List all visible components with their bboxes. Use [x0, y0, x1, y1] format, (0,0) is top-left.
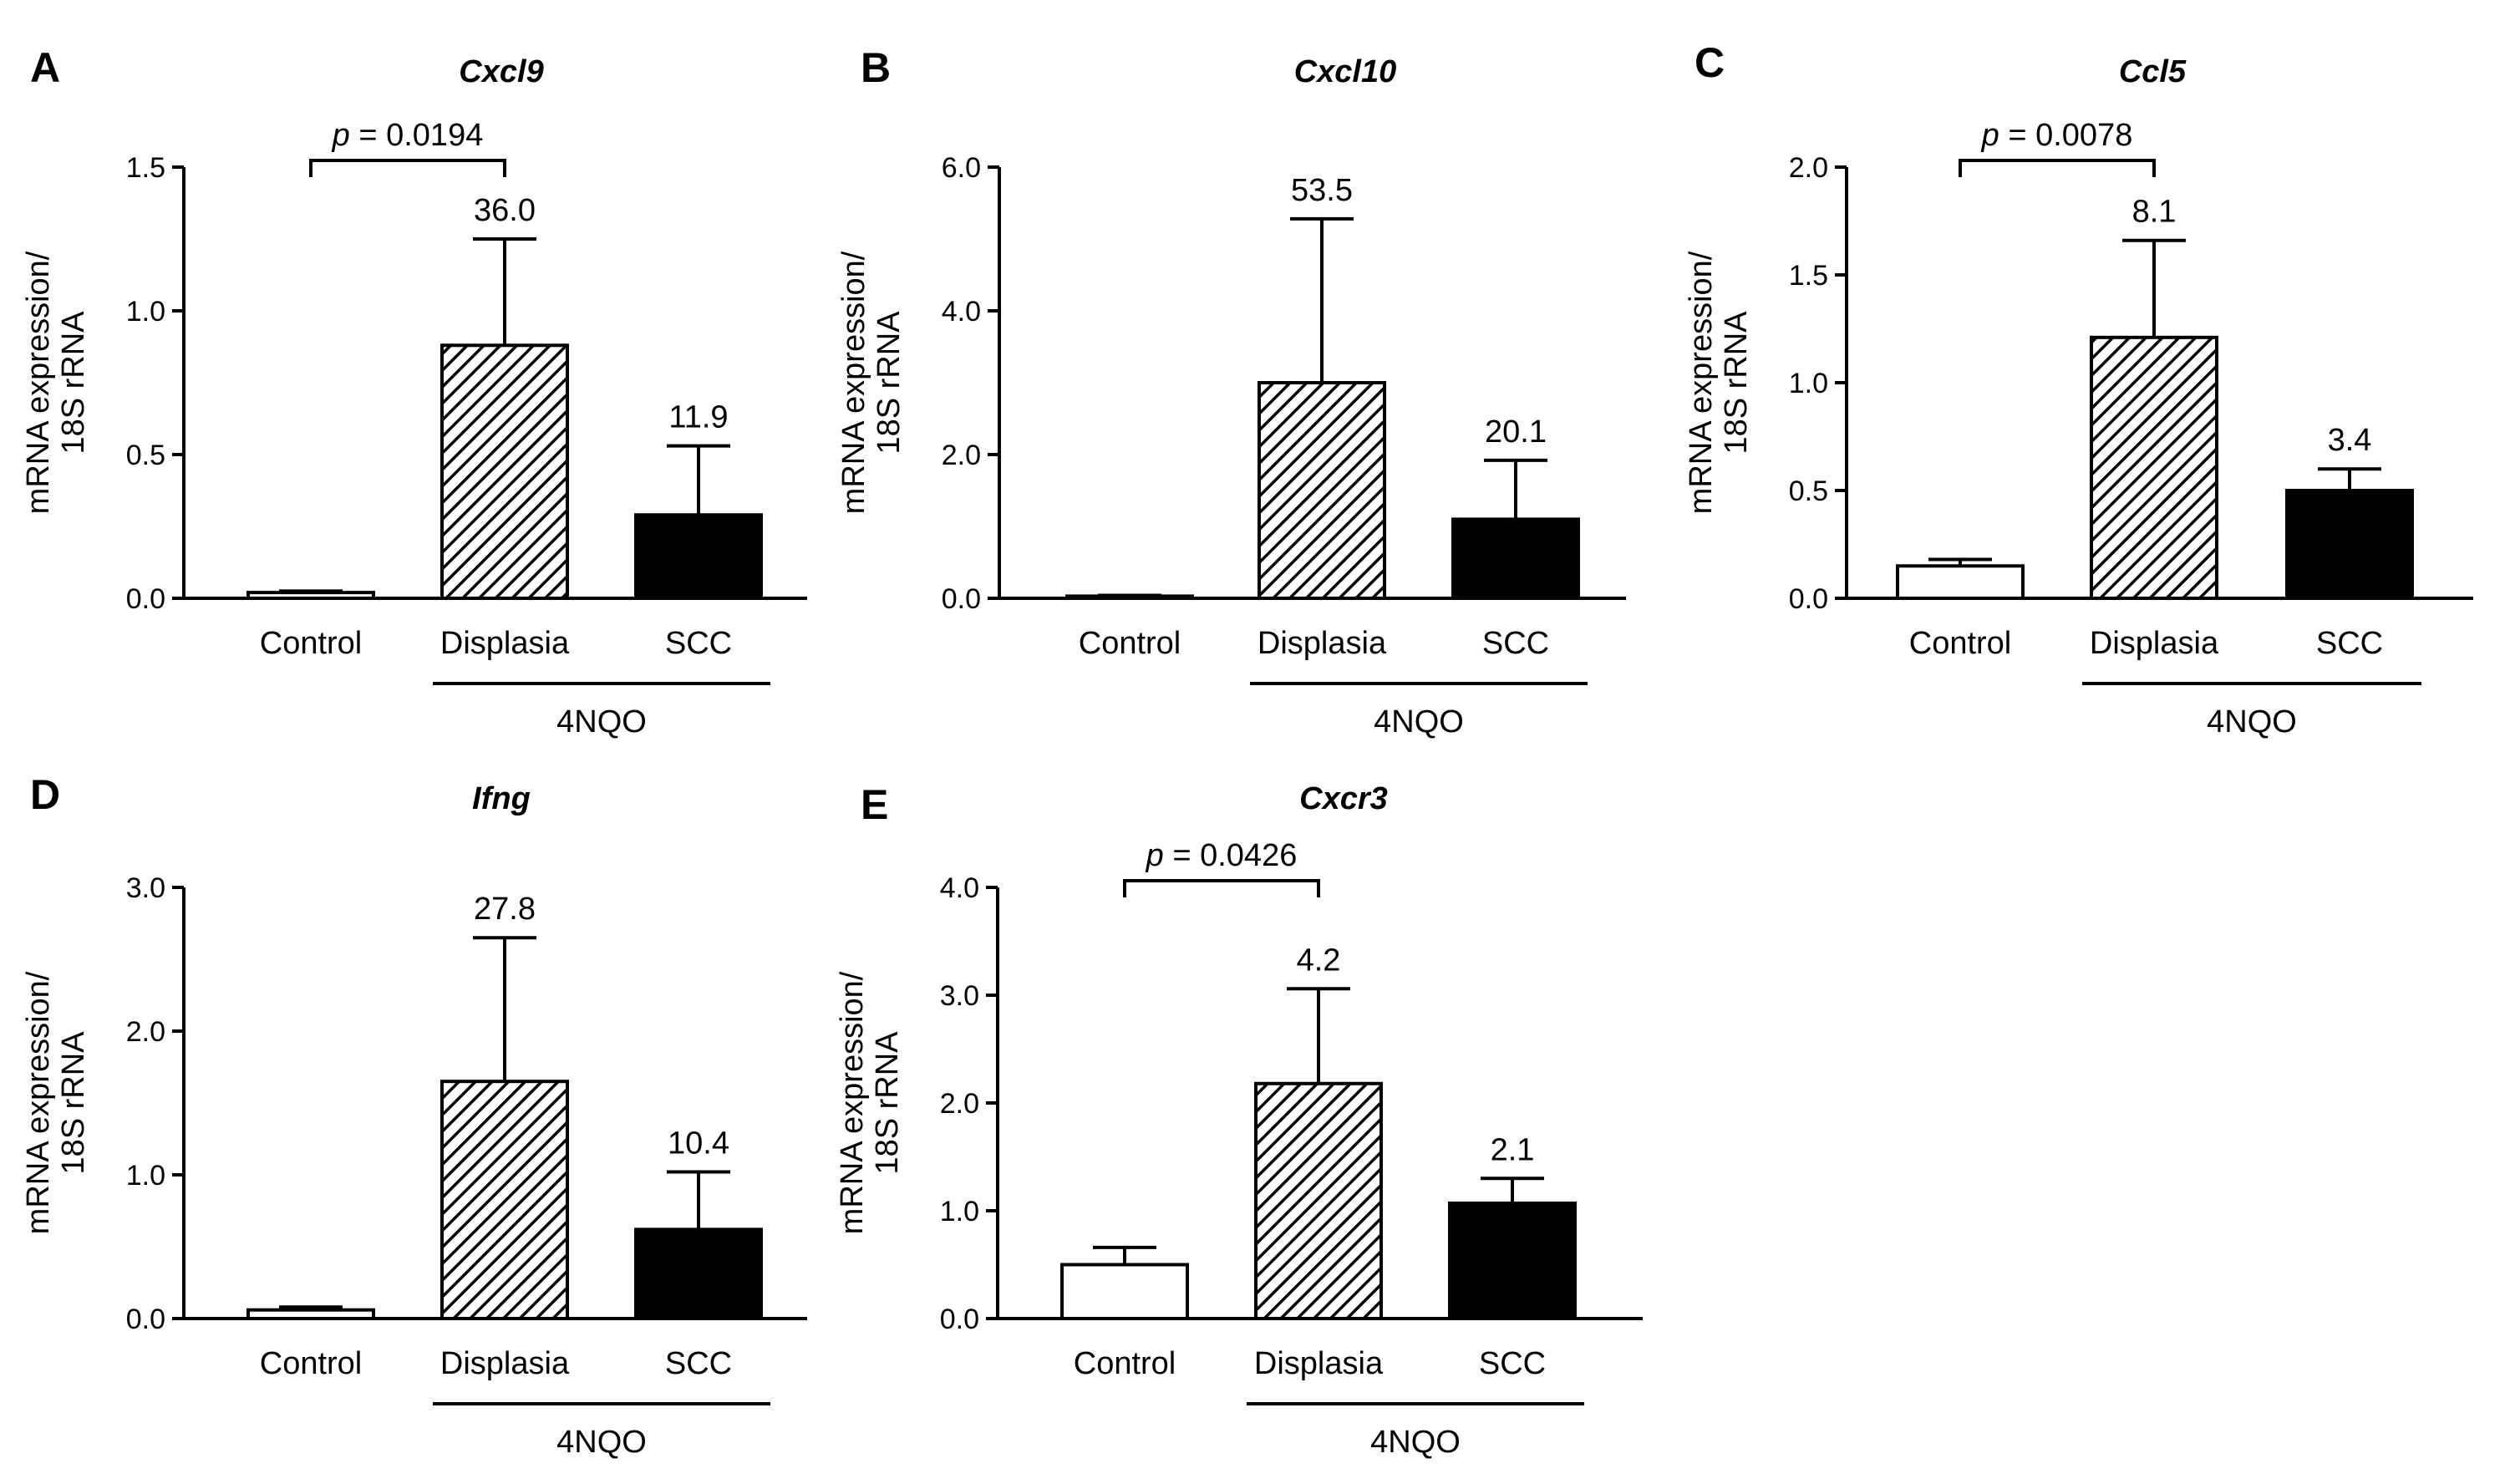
significance-bracket [1959, 159, 2156, 177]
y-tick-label: 0.0 [1789, 583, 1828, 615]
category-label: Control [1079, 626, 1181, 661]
panel-letter: B [861, 44, 891, 91]
data-label: 20.1 [1485, 414, 1547, 450]
y-tick-label: 6.0 [942, 152, 981, 184]
group-label: 4NQO [1374, 704, 1464, 739]
bar-scc [2285, 489, 2414, 600]
chart-panel-e: E Cxcr3 mRNA expression/18S rRNA 0.0 1.0 2.0 3… [835, 781, 1643, 1460]
significance-bracket [1123, 879, 1320, 897]
y-tick-label: 0.5 [126, 440, 165, 471]
bar-scc [634, 1227, 763, 1320]
y-axis-label: mRNA expression/18S rRNA [836, 251, 907, 514]
p-value-label: p = 0.0426 [1146, 838, 1298, 873]
category-label: Control [1909, 626, 2012, 661]
data-label: 11.9 [668, 400, 728, 435]
chart-title: Cxcl10 [1294, 54, 1397, 89]
bar-displasia [1254, 1081, 1383, 1321]
data-label: 10.4 [668, 1126, 729, 1161]
group-label: 4NQO [556, 704, 647, 739]
chart-title: Ifng [472, 781, 531, 816]
y-tick-label: 1.0 [940, 1196, 979, 1227]
chart-panel-c: C Ccl5 mRNA expression/18S rRNA 0.0 0.5 1.0 1.… [1684, 39, 2473, 739]
y-tick-label: 2.0 [942, 440, 981, 471]
y-tick-label: 2.0 [1789, 152, 1828, 184]
y-tick-label: 1.0 [126, 296, 165, 328]
category-label: SCC [2316, 626, 2383, 661]
category-label: SCC [1479, 1346, 1546, 1381]
y-axis-label: mRNA expression/18S rRNA [21, 971, 91, 1234]
chart-panel-a: A Cxcl9 mRNA expression/18S rRNA 0.0 0.5 1.0 1… [21, 44, 807, 739]
data-label: 8.1 [2132, 195, 2177, 230]
y-tick-label: 0.0 [126, 583, 165, 615]
panel-letter: E [861, 781, 888, 828]
bar-scc [1451, 517, 1580, 601]
y-tick-label: 1.5 [1789, 260, 1828, 292]
category-label: Displasia [440, 1346, 570, 1381]
bar-displasia [2090, 335, 2218, 600]
category-label: SCC [665, 626, 732, 661]
y-tick-label: 1.0 [1789, 368, 1828, 399]
y-tick-label: 0.0 [940, 1304, 979, 1335]
bar-control [246, 591, 375, 600]
bar-displasia [440, 1080, 569, 1320]
chart-panel-d: D Ifng mRNA expression/18S rRNA 0.0 1.0 2.0 3.… [21, 771, 807, 1460]
panel-letter: D [30, 771, 60, 818]
bar-displasia [1258, 381, 1386, 600]
y-tick-label: 2.0 [126, 1016, 165, 1048]
data-label: 27.8 [474, 892, 536, 927]
bar-displasia [440, 343, 569, 600]
p-value-label: p = 0.0078 [1981, 118, 2133, 153]
panel-letter: C [1695, 39, 1725, 86]
y-tick-label: 3.0 [126, 872, 165, 904]
y-axis-label: mRNA expression/18S rRNA [21, 251, 91, 514]
y-tick-label: 0.5 [1789, 475, 1828, 507]
chart-panel-b: B Cxcl10 mRNA expression/18S rRNA 0.0 2.0 4.0… [836, 44, 1626, 739]
bar-scc [634, 513, 763, 600]
category-label: Displasia [2090, 626, 2219, 661]
data-label: 53.5 [1291, 173, 1353, 208]
data-label: 2.1 [1491, 1132, 1535, 1167]
y-axis-label: mRNA expression/18S rRNA [1684, 251, 1754, 514]
bar-control [1896, 564, 2025, 600]
group-label: 4NQO [556, 1425, 647, 1460]
bar-scc [1448, 1201, 1577, 1320]
y-tick-label: 0.0 [942, 583, 981, 615]
y-tick-label: 4.0 [940, 872, 979, 904]
category-label: Displasia [440, 626, 570, 661]
category-label: Displasia [1258, 626, 1387, 661]
panel-letter: A [30, 44, 60, 91]
bar-control [1060, 1263, 1189, 1320]
bar-control [246, 1308, 375, 1321]
p-value-label: p = 0.0194 [332, 118, 484, 153]
y-axis-label: mRNA expression/18S rRNA [835, 971, 905, 1234]
y-tick-label: 1.5 [126, 152, 165, 184]
y-tick-label: 4.0 [942, 296, 981, 328]
chart-title: Cxcl9 [459, 54, 543, 89]
y-tick-label: 1.0 [126, 1160, 165, 1192]
y-tick-label: 2.0 [940, 1088, 979, 1120]
category-label: SCC [665, 1346, 732, 1381]
data-label: 36.0 [474, 193, 536, 228]
significance-bracket [309, 159, 506, 177]
category-label: Displasia [1254, 1346, 1384, 1381]
category-label: Control [260, 1346, 363, 1381]
chart-title: Ccl5 [2119, 54, 2187, 89]
chart-title: Cxcr3 [1299, 781, 1388, 816]
group-label: 4NQO [2207, 704, 2297, 739]
y-tick-label: 0.0 [126, 1304, 165, 1335]
category-label: Control [260, 626, 363, 661]
category-label: Control [1074, 1346, 1176, 1381]
group-label: 4NQO [1370, 1425, 1461, 1460]
y-tick-label: 3.0 [940, 980, 979, 1012]
data-label: 3.4 [2328, 423, 2372, 458]
data-label: 4.2 [1297, 943, 1341, 978]
category-label: SCC [1482, 626, 1549, 661]
